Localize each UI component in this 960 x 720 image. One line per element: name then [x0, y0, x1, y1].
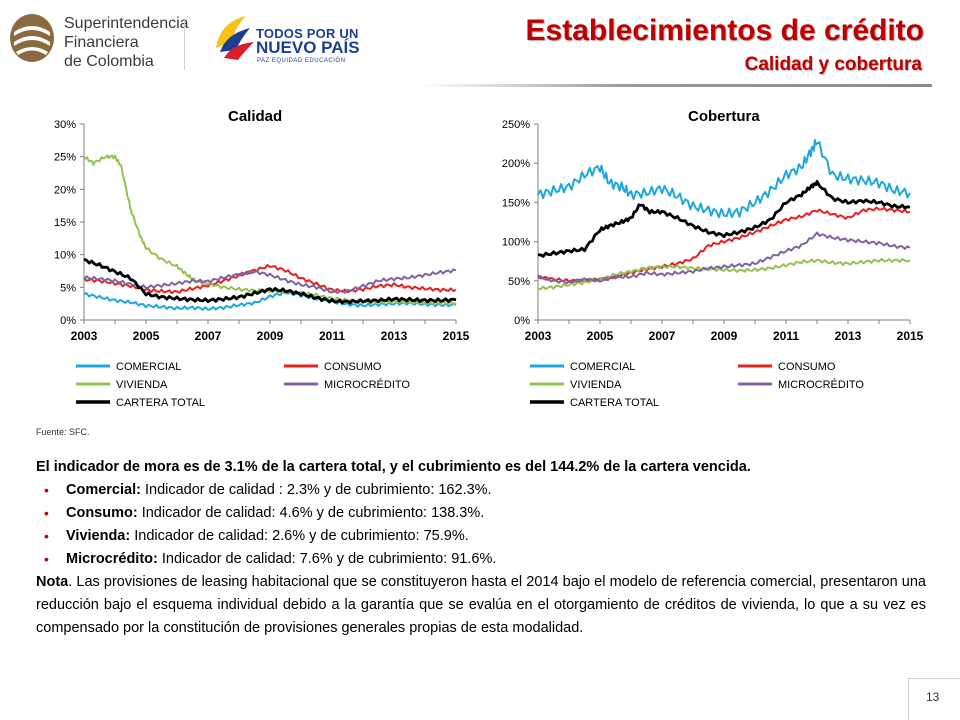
calidad-series-microcredito: [83, 268, 457, 295]
bullet-label: Comercial:: [66, 482, 141, 498]
calidad-legend-label-comercial: COMERCIAL: [116, 361, 181, 373]
cobertura-legend-label-microcredito: MICROCRÉDITO: [778, 378, 864, 391]
nota-paragraph: Nota. Las provisiones de leasing habitac…: [36, 571, 926, 640]
cobertura-legend-label-vivienda: VIVIENDA: [570, 379, 622, 391]
calidad-legend-label-vivienda: VIVIENDA: [116, 379, 168, 391]
bullet-label: Microcrédito:: [66, 551, 158, 567]
cobertura-y-tick-label: 250%: [502, 119, 530, 131]
cobertura-chart: 0% 50% 100% 150% 200% 250% 2003 2005 2007 2009 201…: [490, 112, 930, 422]
calidad-y-tick-label: 25%: [54, 152, 76, 164]
calidad-chart-title: Calidad: [228, 108, 283, 125]
calidad-chart-svg: 0% 5% 10% 15% 20% 25% 30% 2003 2005 2007 2009 2011 2…: [54, 119, 470, 409]
cobertura-x-tick-label: 2003: [525, 329, 552, 343]
cobertura-chart-svg: 0% 50% 100% 150% 200% 250% 2003 2005 2007 2009 201…: [502, 119, 924, 409]
cobertura-series-vivienda: [537, 257, 911, 291]
calidad-legend-label-microcredito: MICROCRÉDITO: [324, 378, 410, 391]
cobertura-series-comercial: [537, 139, 911, 219]
calidad-x-tick-label: 2007: [195, 329, 222, 343]
nota-label: Nota: [36, 574, 69, 590]
bullet-text: Indicador de calidad: 7.6% y de cubrimie…: [157, 551, 497, 567]
calidad-y-tick-label: 20%: [54, 184, 76, 196]
gov-logo-line-1: TODOS POR UN: [256, 26, 359, 41]
calidad-y-tick-label: 30%: [54, 119, 76, 131]
summary-text: El indicador de mora es de 3.1% de la ca…: [36, 456, 926, 640]
calidad-x-tick-label: 2003: [71, 329, 98, 343]
sfc-logo-text: Superintendencia Financiera de Colombia: [64, 14, 189, 71]
cobertura-x-tick-label: 2013: [835, 329, 862, 343]
cobertura-legend-label-consumo: CONSUMO: [778, 361, 836, 373]
bullet-label: Consumo:: [66, 505, 138, 521]
source-note: Fuente: SFC.: [36, 427, 90, 437]
summary-bullets: • Comercial: Indicador de calidad : 2.3% …: [36, 479, 926, 571]
calidad-legend-label-consumo: CONSUMO: [324, 361, 382, 373]
cobertura-series-microcredito: [537, 231, 911, 285]
gov-logo-line-3: PAZ EQUIDAD EDUCACIÓN: [257, 58, 346, 64]
sfc-logo-line-1: Superintendencia: [64, 15, 189, 32]
calidad-y-tick-label: 10%: [54, 250, 76, 262]
calidad-chart: 0% 5% 10% 15% 20% 25% 30% 2003 2005 2007 2009 2011 2…: [36, 112, 476, 422]
bullet-icon: •: [44, 482, 49, 498]
calidad-x-tick-label: 2005: [133, 329, 160, 343]
cobertura-x-tick-label: 2005: [587, 329, 614, 343]
cobertura-legend-label-comercial: COMERCIAL: [570, 361, 635, 373]
bullet-vivienda: • Vivienda: Indicador de calidad: 2.6% y …: [36, 525, 926, 548]
cobertura-x-tick-label: 2009: [711, 329, 738, 343]
calidad-x-tick-label: 2011: [319, 329, 345, 343]
calidad-legend-label-cartera_total: CARTERA TOTAL: [116, 397, 205, 409]
calidad-y-tick-label: 0%: [60, 315, 76, 327]
nota-text: . Las provisiones de leasing habitaciona…: [36, 574, 926, 636]
cobertura-y-tick-label: 100%: [502, 237, 530, 249]
calidad-series-comercial: [83, 290, 457, 311]
page-title: Establecimientos de crédito: [525, 14, 924, 47]
page-number-box: [908, 678, 960, 720]
sfc-logo-line-2: Financiera: [64, 34, 139, 51]
cobertura-series-cartera_total: [537, 179, 911, 258]
cobertura-y-tick-label: 200%: [502, 158, 530, 170]
bullet-text: Indicador de calidad : 2.3% y de cubrimi…: [140, 482, 492, 498]
bullet-icon: •: [44, 551, 49, 567]
calidad-y-tick-label: 15%: [54, 217, 76, 229]
cobertura-y-tick-label: 0%: [514, 315, 530, 327]
bullet-icon: •: [44, 505, 49, 521]
bullet-comercial: • Comercial: Indicador de calidad : 2.3% …: [36, 479, 926, 502]
calidad-series-consumo: [83, 264, 457, 295]
bullet-microcredito: • Microcrédito: Indicador de calidad: 7.6…: [36, 548, 926, 571]
sfc-seal-icon: [10, 14, 54, 62]
page-number: 13: [926, 690, 940, 704]
calidad-x-tick-label: 2013: [381, 329, 408, 343]
calidad-series-cartera_total: [83, 257, 457, 305]
cobertura-y-tick-label: 150%: [502, 197, 530, 209]
calidad-x-tick-label: 2015: [443, 329, 470, 343]
cobertura-legend-label-cartera_total: CARTERA TOTAL: [570, 397, 659, 409]
cobertura-x-tick-label: 2011: [773, 329, 799, 343]
gov-logo: TODOS POR UN NUEVO PAÍS PAZ EQUIDAD EDUC…: [212, 12, 364, 68]
calidad-series-vivienda: [83, 154, 457, 306]
cobertura-x-tick-label: 2007: [649, 329, 676, 343]
bullet-text: Indicador de calidad: 2.6% y de cubrimie…: [130, 528, 469, 544]
sfc-logo-line-3: de Colombia: [64, 53, 154, 70]
summary-lead: El indicador de mora es de 3.1% de la ca…: [36, 459, 751, 475]
cobertura-chart-title: Cobertura: [688, 108, 760, 125]
logo-separator: [184, 20, 185, 70]
gov-logo-line-2: NUEVO PAÍS: [256, 38, 360, 57]
page-subtitle: Calidad y cobertura: [744, 54, 922, 75]
bullet-label: Vivienda:: [66, 528, 131, 544]
bullet-consumo: • Consumo: Indicador de calidad: 4.6% y d…: [36, 502, 926, 525]
bullet-icon: •: [44, 528, 49, 544]
calidad-x-tick-label: 2009: [257, 329, 284, 343]
cobertura-y-tick-label: 50%: [508, 276, 530, 288]
bullet-text: Indicador de calidad: 4.6% y de cubrimie…: [137, 505, 485, 521]
sfc-logo: Superintendencia Financiera de Colombia: [8, 10, 189, 70]
calidad-y-tick-label: 5%: [60, 282, 76, 294]
cobertura-x-tick-label: 2015: [897, 329, 924, 343]
gov-logo-bird-icon: [216, 16, 254, 60]
title-underline: [420, 84, 932, 87]
